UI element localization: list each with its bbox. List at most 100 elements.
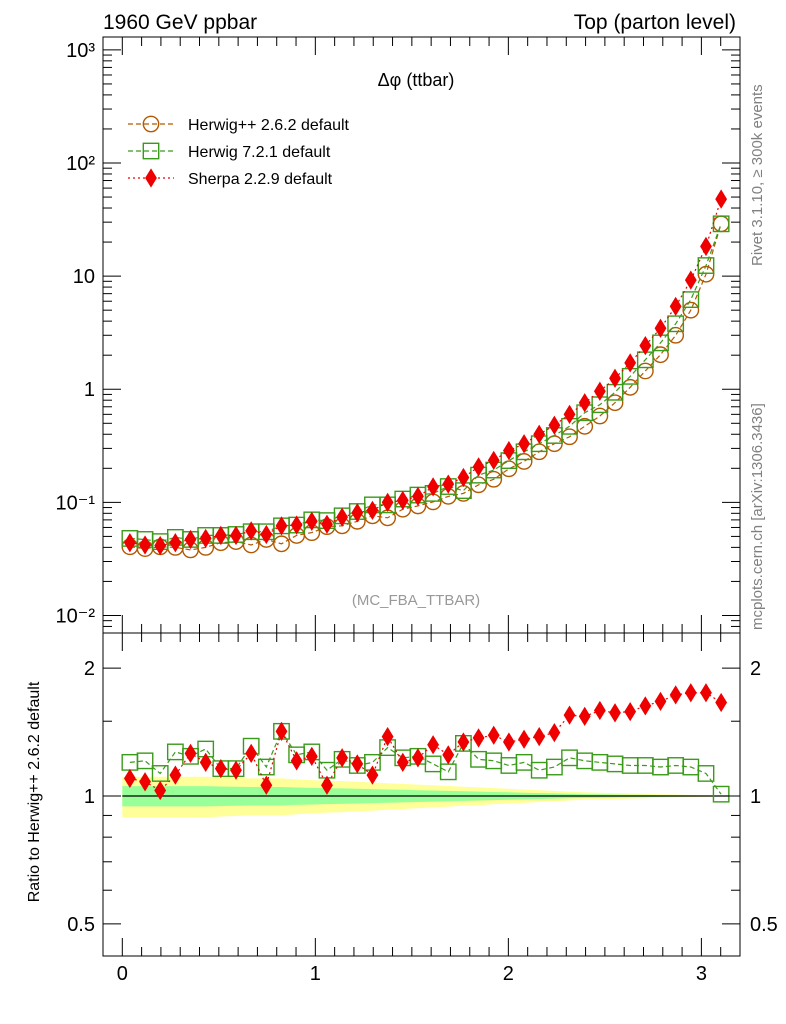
data-point-square (697, 257, 715, 274)
header-left: 1960 GeV ppbar (103, 11, 257, 34)
data-point-diamond (593, 700, 606, 721)
data-point-diamond (145, 168, 157, 188)
data-point-diamond (230, 525, 242, 546)
data-point-diamond (381, 492, 394, 512)
data-point-diamond (654, 318, 667, 338)
data-point-diamond (684, 683, 697, 703)
data-point-diamond (230, 760, 242, 780)
rivet-version-text: Rivet 3.1.10, ≥ 300k events (749, 84, 766, 266)
data-point-diamond (518, 434, 530, 454)
data-point-diamond (139, 772, 151, 792)
data-point-diamond (502, 440, 515, 461)
data-point-diamond (123, 533, 136, 553)
data-point-diamond (184, 743, 197, 764)
data-point-square (712, 785, 730, 803)
data-point-diamond (245, 521, 258, 541)
data-point-square (257, 758, 275, 776)
data-point-diamond (214, 758, 227, 779)
data-point-diamond (487, 725, 500, 745)
data-point-diamond (184, 529, 197, 550)
data-point-square (545, 758, 563, 776)
data-point-diamond (169, 533, 182, 553)
data-point-diamond (472, 728, 485, 748)
data-point-diamond (563, 404, 576, 424)
legend: Herwig++ 2.6.2 default Herwig 7.2.1 defau… (128, 115, 350, 188)
data-point-square (166, 743, 184, 761)
data-point-square (682, 291, 700, 309)
data-point-diamond (245, 743, 258, 764)
ratio-y-tick-label-right: 0.5 (750, 914, 778, 936)
data-point-square (697, 765, 715, 782)
data-point-circle (712, 215, 730, 233)
x-tick-label: 1 (310, 963, 321, 985)
data-point-diamond (290, 515, 303, 535)
data-point-square (142, 142, 160, 160)
data-point-square (561, 749, 578, 767)
data-point-diamond (366, 765, 379, 785)
data-point-diamond (609, 368, 621, 388)
data-point-diamond (366, 500, 379, 520)
data-point-diamond (199, 752, 212, 773)
x-tick-label: 2 (503, 963, 514, 985)
data-point-diamond (578, 706, 591, 726)
data-point-square (500, 757, 518, 774)
data-point-diamond (669, 296, 682, 317)
data-point-diamond (609, 703, 621, 723)
data-point-diamond (396, 752, 409, 773)
x-tick-label: 0 (117, 963, 128, 985)
legend-label: Herwig++ 2.6.2 default (188, 117, 350, 134)
y-tick-label: 10 (73, 266, 95, 288)
data-point-diamond (715, 189, 728, 209)
ratio-y-tick-label-left: 1 (84, 786, 95, 808)
data-point-diamond (563, 705, 576, 725)
main-panel: 10⁻² 10⁻¹ 1 10 10² 10³ Δφ (ttbar) (MC_FBA_TTB… (56, 36, 741, 634)
ratio-ylabel: Ratio to Herwig++ 2.6.2 default (26, 681, 43, 902)
data-point-diamond (502, 732, 515, 752)
ratio-y-tick-label-left: 0.5 (67, 914, 95, 936)
data-point-diamond (669, 685, 682, 705)
data-point-diamond (412, 748, 424, 768)
ratio-y-tick-label-right: 2 (750, 658, 761, 680)
data-point-diamond (199, 528, 212, 549)
y-tick-label: 1 (84, 379, 95, 401)
data-point-diamond (715, 692, 728, 713)
series-line (129, 198, 722, 547)
data-point-diamond (548, 722, 561, 743)
data-point-diamond (427, 735, 440, 755)
data-point-diamond (624, 701, 637, 722)
data-point-diamond (169, 765, 182, 785)
data-point-diamond (321, 775, 333, 795)
data-point-diamond (396, 490, 409, 511)
data-point-diamond (336, 748, 349, 768)
data-point-square (136, 752, 154, 770)
y-tick-label: 10³ (66, 40, 95, 62)
data-point-diamond (154, 780, 167, 801)
data-point-diamond (321, 514, 333, 534)
y-tick-label: 10⁻¹ (56, 492, 96, 514)
data-point-diamond (472, 457, 485, 477)
data-point-diamond (305, 746, 318, 766)
data-point-diamond (336, 507, 349, 527)
analysis-annotation: (MC_FBA_TTBAR) (352, 592, 480, 609)
header-right: Top (parton level) (574, 11, 736, 34)
data-point-diamond (351, 503, 364, 523)
data-point-diamond (533, 726, 546, 747)
data-point-diamond (139, 535, 151, 555)
data-point-diamond (639, 335, 652, 356)
data-point-diamond (518, 729, 530, 749)
data-point-square (121, 753, 139, 771)
data-point-circle (142, 115, 160, 133)
data-point-diamond (684, 270, 697, 290)
data-point-square (530, 761, 548, 779)
ratio-panel: 0.5 0.5 1 1 2 2 0 1 2 3 Ratio to Herwig++ 2.6.2 d… (26, 632, 778, 985)
data-point-square (439, 763, 457, 781)
data-point-diamond (457, 467, 470, 488)
data-point-diamond (487, 450, 500, 471)
ratio-y-tick-label-right: 1 (750, 786, 761, 808)
data-point-diamond (290, 751, 303, 771)
y-tick-label: 10² (66, 153, 95, 175)
data-point-diamond (624, 353, 637, 373)
data-point-square (667, 315, 685, 333)
data-point-diamond (442, 474, 455, 494)
